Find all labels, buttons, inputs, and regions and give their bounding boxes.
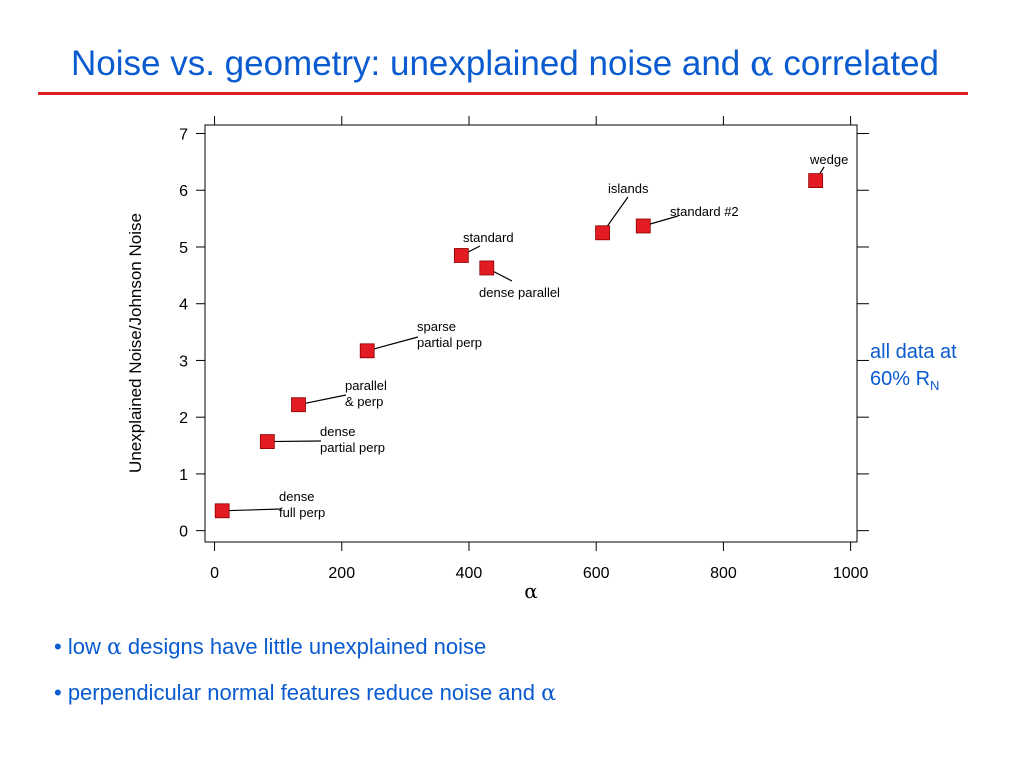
point-label: sparse partial perp [417,319,482,350]
bullet-2-text: • perpendicular normal features reduce n… [54,680,542,705]
point-label-line: dense [320,424,355,439]
y-tick-label: 6 [179,183,188,200]
point-label: dense parallel [479,285,560,300]
note-subscript: N [930,378,940,393]
data-point-marker [595,225,610,241]
plot-frame [204,124,858,543]
point-label-line: sparse [417,319,456,334]
label-leader [298,394,347,406]
note-line-1: all data at [870,341,957,363]
note-line-2: 60% RN [870,366,957,399]
bullet-item-1: • low α designs have little unexplained … [54,624,556,670]
point-label: dense full perp [279,489,325,520]
x-tick-label: 800 [710,565,737,582]
point-label: islands [608,181,649,196]
condition-note: all data at 60% RN [870,339,957,399]
data-points [214,173,824,519]
y-tick-label: 1 [179,467,188,484]
x-tick-label: 0 [210,565,219,582]
axis-ticks: 0 200 400 600 800 1000 0 1 2 3 4 5 6 7 [179,116,869,582]
point-label-line: standard #2 [670,204,739,219]
data-point-marker [359,343,375,359]
x-tick-label: 1000 [833,565,869,582]
title-alpha: α [750,44,774,84]
point-label: wedge [809,152,848,167]
y-tick-label: 5 [179,240,188,257]
point-label-line: dense [279,489,314,504]
point-label-line: & perp [345,394,383,409]
data-point-marker [259,434,275,449]
label-leader [222,508,282,512]
title-underline [38,92,968,95]
point-label: parallel & perp [345,378,387,409]
bullet-1-alpha: α [106,635,122,660]
title-text-start: Noise vs. geometry: unexplained noise an… [70,44,750,83]
title-text-end: correlated [773,44,940,83]
x-tick-label: 600 [583,565,610,582]
bullet-1-start: • low [54,634,107,659]
bullet-2-alpha: α [541,681,556,706]
point-label-line: partial perp [320,440,385,455]
bullet-list: • low α designs have little unexplained … [54,624,556,716]
data-point-marker [453,248,469,263]
y-tick-label: 2 [179,410,188,427]
data-point-marker [291,397,306,413]
point-label-line: partial perp [417,335,482,350]
point-label-line: full perp [279,505,325,520]
note-text: 60% R [870,368,931,390]
data-point-marker [479,260,495,276]
point-label-line: parallel [345,378,387,393]
y-tick-label: 3 [179,353,188,370]
slide-title: Noise vs. geometry: unexplained noise an… [0,44,1010,84]
x-axis-label: α [524,579,538,603]
data-point-marker [808,173,824,189]
point-label-line: standard [463,230,514,245]
y-axis-label: Unexplained Noise/Johnson Noise [126,213,145,473]
label-leader [367,336,419,352]
point-label: dense partial perp [320,424,385,455]
label-leader [267,440,322,443]
bullet-1-end: designs have little unexplained noise [121,634,487,659]
point-label-line: wedge [809,152,848,167]
point-label: standard [463,230,514,245]
x-tick-label: 400 [456,565,483,582]
y-tick-label: 4 [179,297,188,314]
data-point-marker [214,503,230,519]
x-tick-label: 200 [328,565,355,582]
y-tick-label: 7 [179,127,188,144]
data-point-marker [635,218,651,234]
bullet-item-2: • perpendicular normal features reduce n… [54,670,556,716]
point-label: standard #2 [670,204,739,219]
point-label-line: islands [608,181,649,196]
point-label-line: dense parallel [479,285,560,300]
y-tick-label: 0 [179,524,188,541]
